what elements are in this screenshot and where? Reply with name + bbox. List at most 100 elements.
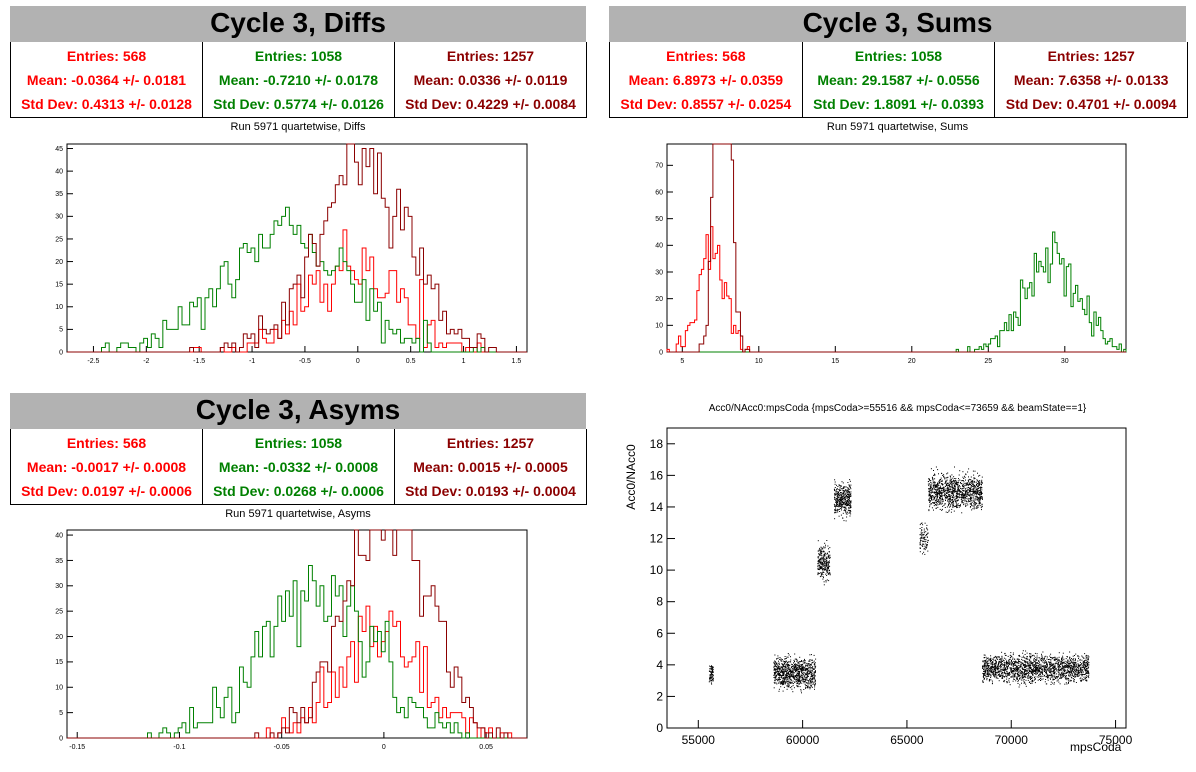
scatter-point xyxy=(793,687,795,689)
scatter-point xyxy=(1038,679,1040,680)
scatter-point xyxy=(822,557,824,559)
scatter-point xyxy=(957,490,959,492)
scatter-point xyxy=(1058,662,1060,664)
scatter-point xyxy=(957,493,958,495)
scatter-point xyxy=(825,563,827,565)
scatter-point xyxy=(804,676,806,678)
scatter-point xyxy=(966,501,968,503)
scatter-point xyxy=(1016,666,1018,668)
scatter-point xyxy=(1081,663,1082,665)
scatter-point xyxy=(1003,660,1005,662)
scatter-point xyxy=(971,497,973,499)
scatter-point xyxy=(789,676,791,678)
scatter-point xyxy=(1069,657,1071,659)
scatter-point xyxy=(796,678,798,680)
scatter-point xyxy=(951,474,953,476)
scatter-point xyxy=(923,530,925,532)
scatter-point xyxy=(933,502,935,504)
scatter-point xyxy=(792,685,794,687)
scatter-point xyxy=(1057,671,1059,673)
scatter-point xyxy=(976,496,978,498)
scatter-point xyxy=(1078,668,1080,670)
scatter-point xyxy=(774,677,776,679)
scatter-point xyxy=(802,669,804,671)
scatter-point xyxy=(1068,682,1069,683)
scatter-point xyxy=(810,671,812,673)
scatter-point xyxy=(806,670,808,672)
scatter-point xyxy=(712,676,714,678)
scatter-point xyxy=(787,673,788,675)
scatter-point xyxy=(955,495,957,497)
scatter-point xyxy=(985,663,987,665)
scatter-point xyxy=(1009,674,1011,675)
scatter-point xyxy=(779,675,781,676)
scatter-point xyxy=(1066,672,1068,674)
scatter-point xyxy=(797,680,799,682)
scatter-point xyxy=(1080,680,1082,682)
scatter-point xyxy=(987,660,989,662)
scatter-point xyxy=(1085,676,1087,678)
scatter-point xyxy=(839,497,841,499)
scatter-point xyxy=(923,534,925,536)
scatter-point xyxy=(955,496,957,498)
scatter-point xyxy=(1077,675,1079,677)
scatter-point xyxy=(1046,663,1048,664)
scatter-point xyxy=(1086,672,1088,674)
scatter-point xyxy=(973,486,975,488)
scatter-point xyxy=(806,668,807,670)
panel-title: Cycle 3, Sums xyxy=(609,6,1186,42)
scatter-point xyxy=(1002,675,1004,677)
scatter-point xyxy=(1003,672,1005,674)
stats-box: Entries: 568 Mean: -0.0017 +/- 0.0008 St… xyxy=(10,429,587,505)
scatter-point xyxy=(948,498,950,500)
scatter-point xyxy=(780,667,782,669)
scatter-point xyxy=(837,493,839,495)
scatter-point xyxy=(958,482,960,484)
scatter-point xyxy=(961,512,963,514)
scatter-point xyxy=(1065,665,1067,667)
scatter-point xyxy=(1078,665,1080,667)
scatter-point xyxy=(1083,657,1085,659)
scatter-point xyxy=(1041,668,1042,670)
scatter-point xyxy=(1051,657,1053,658)
scatter-point xyxy=(805,669,807,671)
scatter-point xyxy=(922,541,924,543)
scatter-point xyxy=(1026,662,1028,664)
scatter-point xyxy=(975,499,977,501)
scatter-point xyxy=(808,672,810,674)
scatter-point xyxy=(840,497,842,499)
scatter-point xyxy=(921,535,923,537)
scatter-point xyxy=(1045,679,1047,680)
scatter-point xyxy=(930,492,932,494)
scatter-point xyxy=(844,490,846,492)
scatter-point xyxy=(819,561,821,563)
scatter-point xyxy=(941,483,942,485)
scatter-point xyxy=(840,503,842,505)
scatter-point xyxy=(1020,673,1022,675)
scatter-point xyxy=(1017,658,1019,660)
scatter-point xyxy=(780,683,782,685)
scatter-point xyxy=(1062,673,1064,675)
scatter-point xyxy=(1050,668,1052,670)
scatter-point xyxy=(1086,665,1088,666)
scatter-point xyxy=(971,509,973,511)
scatter-point xyxy=(782,675,783,677)
scatter-point xyxy=(837,493,839,495)
scatter-point xyxy=(946,479,948,481)
scatter-point xyxy=(787,671,789,673)
scatter-point xyxy=(985,662,987,664)
scatter-point xyxy=(777,665,779,667)
scatter-point xyxy=(834,496,835,498)
scatter-point xyxy=(1061,673,1063,674)
scatter-point xyxy=(1016,677,1018,679)
scatter-point xyxy=(919,551,921,553)
scatter-point xyxy=(1080,669,1082,670)
scatter-point xyxy=(951,508,953,510)
scatter-point xyxy=(960,491,962,493)
scatter-point xyxy=(996,661,997,663)
scatter-point xyxy=(1024,657,1026,659)
scatter-point xyxy=(842,517,844,519)
scatter-point xyxy=(1083,667,1085,669)
scatter-point xyxy=(779,681,781,683)
scatter-point xyxy=(1017,683,1019,684)
